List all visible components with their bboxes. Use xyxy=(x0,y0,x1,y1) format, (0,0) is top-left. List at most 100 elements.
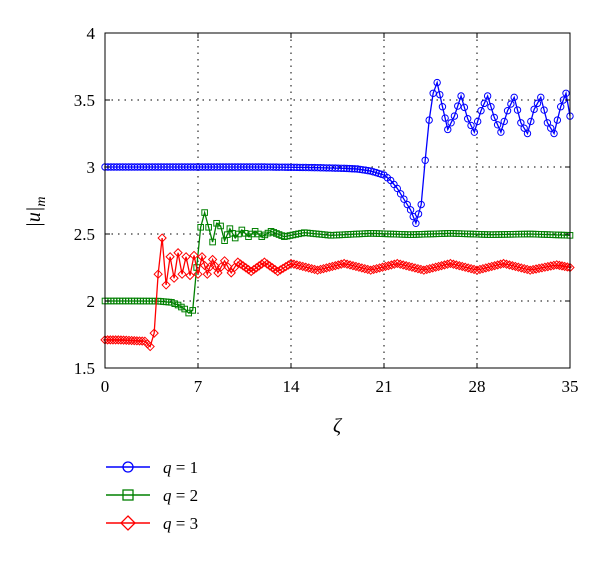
series-line xyxy=(105,80,571,226)
data-point xyxy=(417,200,425,209)
data-point xyxy=(401,261,411,271)
data-point xyxy=(193,269,203,279)
data-point xyxy=(507,261,518,271)
data-point xyxy=(400,195,408,203)
data-point xyxy=(454,261,464,271)
x-tick-label: 0 xyxy=(101,377,110,396)
data-point xyxy=(174,301,182,309)
data-point xyxy=(177,269,187,279)
data-point xyxy=(357,263,367,273)
data-point xyxy=(503,107,512,115)
data-point xyxy=(345,164,354,173)
data-point xyxy=(517,119,525,127)
data-point xyxy=(448,259,459,269)
data-point xyxy=(241,263,251,273)
data-point xyxy=(201,209,208,216)
data-point xyxy=(470,128,479,136)
data-point xyxy=(216,262,226,272)
data-point xyxy=(438,103,447,111)
legend-item-2: q = 2 xyxy=(106,486,198,505)
data-point xyxy=(457,92,465,100)
plot-frame xyxy=(104,32,571,369)
data-point xyxy=(543,119,552,127)
data-point xyxy=(466,263,476,274)
data-point xyxy=(421,156,429,165)
y-axis-label: |u|m xyxy=(23,196,49,227)
data-point xyxy=(467,121,475,130)
data-point xyxy=(301,262,311,272)
data-point xyxy=(223,262,233,272)
data-point xyxy=(197,224,204,231)
series-layer xyxy=(100,78,575,352)
data-point xyxy=(353,165,362,173)
data-point xyxy=(217,222,224,230)
data-point xyxy=(487,103,495,111)
data-point xyxy=(265,261,275,271)
legend-label-q3-var: q xyxy=(163,514,172,533)
data-point xyxy=(460,103,469,112)
data-point xyxy=(540,106,548,114)
data-point xyxy=(207,254,218,265)
data-point xyxy=(498,258,509,269)
data-point xyxy=(286,258,296,269)
data-point xyxy=(412,219,420,227)
legend-label-q1-var: q xyxy=(163,458,172,477)
data-point xyxy=(413,263,423,274)
legend-item-3: q = 3 xyxy=(106,514,198,533)
data-point xyxy=(360,263,370,274)
series-line xyxy=(105,237,571,348)
data-point xyxy=(504,260,515,270)
y-tick-label: 4 xyxy=(87,24,96,43)
data-point xyxy=(213,268,223,278)
data-point xyxy=(304,263,314,273)
data-point xyxy=(550,129,558,138)
data-point xyxy=(414,210,423,218)
data-point xyxy=(361,166,370,174)
series-line xyxy=(105,210,571,314)
data-point xyxy=(238,226,246,234)
data-point xyxy=(254,261,264,271)
data-point xyxy=(473,117,482,126)
y-tick-label: 3.5 xyxy=(74,91,95,110)
series-3 xyxy=(100,233,575,352)
data-point xyxy=(451,260,462,270)
data-point xyxy=(145,341,155,352)
data-point xyxy=(348,165,356,173)
data-point xyxy=(537,93,545,102)
data-point xyxy=(480,99,489,108)
data-point xyxy=(404,261,414,272)
data-point xyxy=(445,258,456,269)
data-point xyxy=(490,113,498,122)
data-point xyxy=(552,260,562,270)
data-point xyxy=(235,230,242,238)
data-point xyxy=(345,260,355,270)
data-point xyxy=(210,261,220,271)
data-point xyxy=(153,269,163,279)
data-point xyxy=(161,280,171,290)
data-point xyxy=(173,248,183,258)
legend-marker-square xyxy=(122,489,134,501)
data-point xyxy=(500,117,508,126)
data-point xyxy=(533,99,542,108)
data-point xyxy=(392,258,402,269)
data-point xyxy=(510,261,521,272)
legend-marker-circle xyxy=(122,461,134,473)
x-tick-label: 14 xyxy=(283,377,301,396)
data-point xyxy=(483,92,492,100)
data-point xyxy=(178,303,185,311)
data-point xyxy=(520,124,528,132)
data-point xyxy=(354,262,364,272)
data-point xyxy=(259,257,270,267)
data-point xyxy=(137,336,147,346)
data-point xyxy=(298,261,308,272)
data-point xyxy=(251,263,262,273)
data-point xyxy=(267,263,278,273)
data-point xyxy=(295,261,305,271)
data-point xyxy=(165,252,175,262)
data-point xyxy=(233,257,243,267)
x-tick-label: 7 xyxy=(194,377,203,396)
data-point xyxy=(553,116,562,124)
data-point xyxy=(460,262,470,272)
data-point xyxy=(398,260,408,270)
data-point xyxy=(209,238,216,246)
